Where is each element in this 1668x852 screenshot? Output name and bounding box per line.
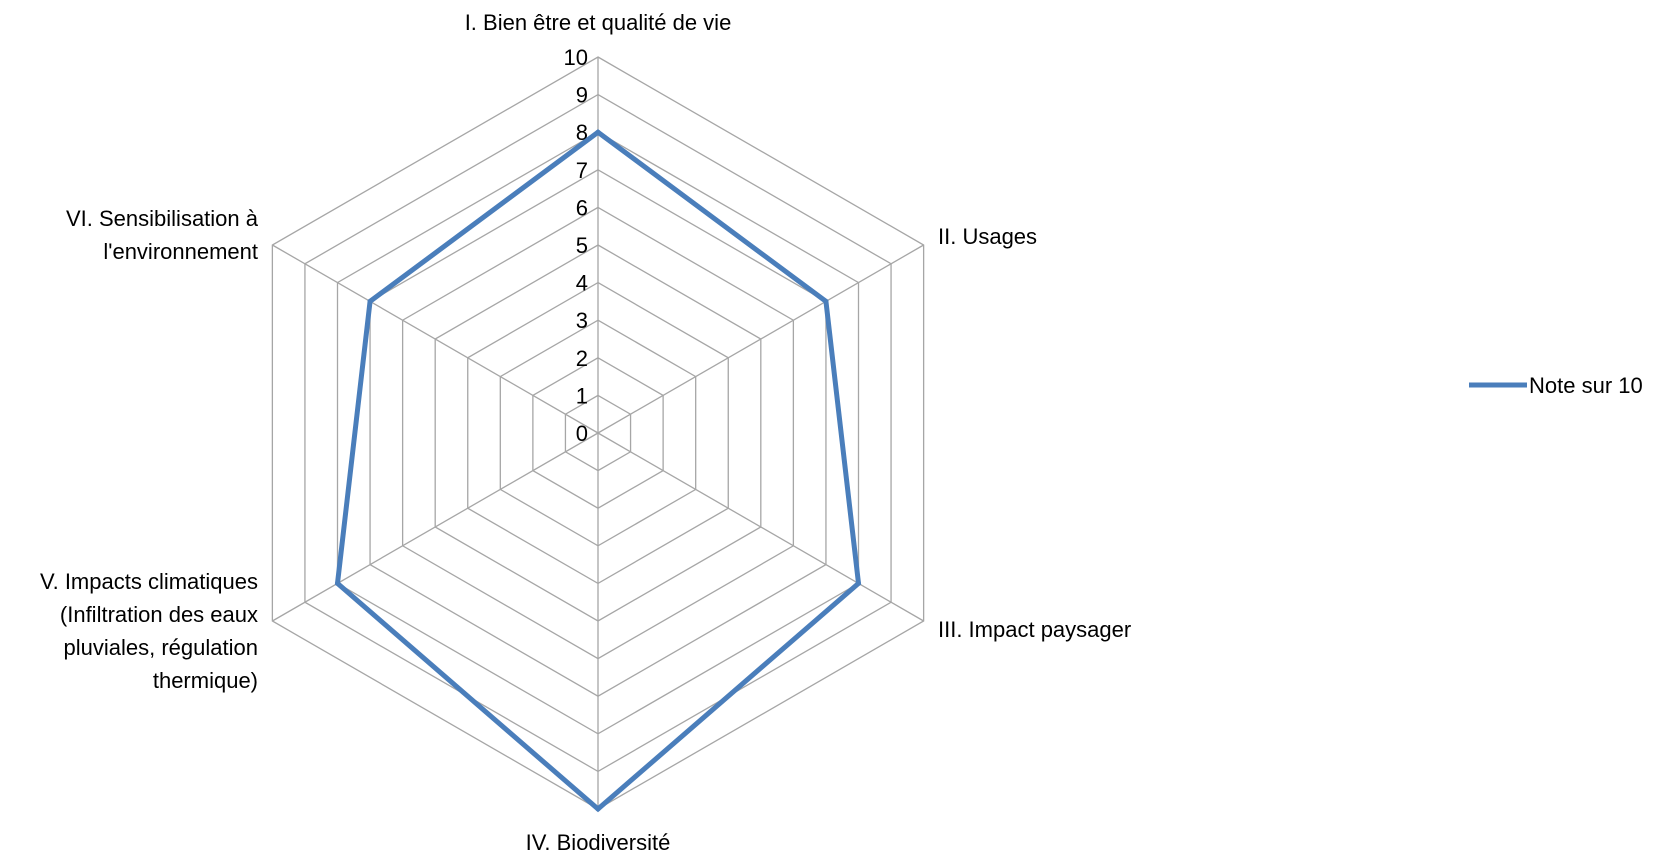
tick-label: 10 <box>564 45 588 70</box>
data-point <box>856 580 862 586</box>
tick-label: 6 <box>576 195 588 220</box>
category-label-line: II. Usages <box>938 224 1037 249</box>
tick-label: 9 <box>576 83 588 108</box>
category-label-line: (Infiltration des eaux <box>60 602 258 627</box>
category-label-line: l'environnement <box>103 239 258 264</box>
category-label-line: I. Bien être et qualité de vie <box>465 10 732 35</box>
tick-label: 2 <box>576 346 588 371</box>
category-label-line: III. Impact paysager <box>938 617 1131 642</box>
category-label-5: V. Impacts climatiques (Infiltration des … <box>40 569 258 693</box>
data-point <box>334 580 340 586</box>
tick-label: 3 <box>576 308 588 333</box>
tick-label: 4 <box>576 271 588 296</box>
category-label-line: IV. Biodiversité <box>526 830 671 852</box>
series-layer <box>334 129 862 813</box>
category-label-3: III. Impact paysager <box>938 617 1131 642</box>
category-label-line: pluviales, régulation <box>64 635 258 660</box>
data-point <box>595 806 601 812</box>
category-label-1: I. Bien être et qualité de vie <box>465 10 732 35</box>
tick-label: 5 <box>576 233 588 258</box>
category-label-line: VI. Sensibilisation à <box>66 206 259 231</box>
data-point <box>823 298 829 304</box>
tick-label: 0 <box>576 421 588 446</box>
category-label-4: IV. Biodiversité <box>526 830 671 852</box>
spoke-3 <box>597 432 924 622</box>
tick-label: 1 <box>576 383 588 408</box>
category-label-line: V. Impacts climatiques <box>40 569 258 594</box>
legend-label: Note sur 10 <box>1529 373 1643 398</box>
tick-label: 7 <box>576 158 588 183</box>
spoke-5 <box>272 432 599 622</box>
spoke-2 <box>597 244 924 434</box>
data-point <box>595 129 601 135</box>
category-label-2: II. Usages <box>938 224 1037 249</box>
category-label-line: thermique) <box>153 668 258 693</box>
legend: Note sur 10 <box>1469 373 1643 398</box>
data-point <box>367 298 373 304</box>
category-label-6: VI. Sensibilisation à l'environnement <box>66 206 259 264</box>
category-labels: I. Bien être et qualité de vie II. Usages… <box>40 10 1131 852</box>
radar-spokes <box>272 57 924 809</box>
spoke-6 <box>272 244 599 434</box>
